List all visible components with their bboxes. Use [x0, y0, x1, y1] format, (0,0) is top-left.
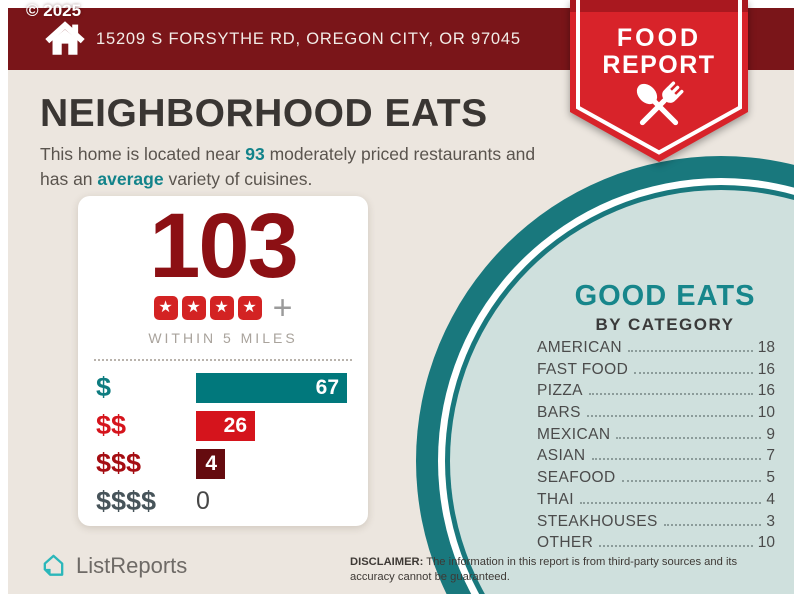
home-icon: [45, 21, 85, 55]
price-row: $$$ 4: [78, 445, 368, 483]
category-count: 16: [757, 382, 775, 400]
brand-name: ListReports: [76, 552, 188, 578]
category-label: BARS: [537, 404, 581, 422]
category-label: MEXICAN: [537, 425, 611, 443]
category-label: ASIAN: [537, 447, 586, 465]
copyright-watermark: © 2025: [26, 1, 82, 20]
good-eats-subtitle: BY CATEGORY: [595, 315, 735, 334]
category-row: SEAFOOD 5: [537, 469, 775, 491]
category-row: STEAKHOUSES 3: [537, 513, 775, 535]
category-count: 4: [766, 490, 775, 508]
listreports-logo-icon: [43, 554, 64, 576]
price-tier-label: $$: [96, 410, 127, 441]
price-bar: 4: [196, 448, 225, 479]
listreports-brand: ListReports: [40, 552, 187, 579]
food-report-badge: FOOD REPORT: [570, 0, 748, 162]
category-row: BARS 10: [537, 404, 775, 426]
dotted-leader: [628, 350, 753, 352]
star-icon: ★: [153, 295, 178, 320]
restaurant-total: 103: [149, 195, 298, 297]
dotted-leader: [579, 501, 762, 504]
page-title: NEIGHBORHOOD EATS: [40, 92, 488, 135]
dotted-leader: [616, 436, 762, 439]
price-tier-label: $: [96, 372, 112, 403]
category-count: 5: [766, 469, 775, 487]
plus-icon: +: [272, 288, 293, 327]
star-icon: ★: [237, 295, 262, 320]
category-label: PIZZA: [537, 382, 583, 400]
price-bar: 67: [196, 372, 347, 403]
category-list: AMERICAN 18 FAST FOOD 16 PIZZA 16 BARS 10 MEXICA…: [537, 339, 775, 556]
utensils-icon: [636, 81, 684, 126]
category-label: AMERICAN: [537, 339, 623, 356]
star-icon: ★: [181, 295, 206, 320]
price-row: $67: [78, 369, 368, 407]
category-row: FAST FOOD 16: [537, 361, 775, 383]
category-row: AMERICAN 18: [537, 339, 775, 361]
dotted-leader: [663, 523, 762, 526]
property-address: 15209 S FORSYTHE RD, OREGON CITY, OR 970…: [96, 29, 521, 48]
good-eats-title: GOOD EATS: [574, 280, 756, 312]
category-label: STEAKHOUSES: [537, 512, 658, 530]
good-eats-heading: GOOD EATS BY CATEGORY: [515, 280, 794, 335]
disclaimer-label: DISCLAIMER:: [350, 556, 424, 568]
price-row: $$ 26: [78, 407, 368, 445]
category-row: THAI 4: [537, 491, 775, 513]
price-bar-zero-value: 0: [196, 487, 210, 516]
category-label: FAST FOOD: [537, 360, 629, 378]
category-count: 18: [757, 339, 775, 356]
dotted-leader: [591, 458, 762, 461]
dotted-leader: [599, 545, 753, 548]
disclaimer: DISCLAIMER: The information in this repo…: [350, 556, 738, 584]
radius-label: WITHIN 5 MILES: [148, 329, 298, 346]
dotted-leader: [588, 393, 753, 396]
restaurant-summary-card: 103 ★ ★ ★ ★ + WITHIN 5 MILES $67 $$ 26 $$$ 4 $$$$…: [78, 196, 368, 526]
dotted-leader: [586, 415, 753, 418]
category-count: 16: [757, 360, 775, 378]
category-row: OTHER 10: [537, 534, 775, 556]
category-count: 10: [757, 404, 775, 422]
category-row: MEXICAN 9: [537, 426, 775, 448]
dotted-leader: [621, 480, 762, 483]
category-count: 9: [766, 425, 775, 443]
price-row: $$$$ 0: [78, 483, 368, 521]
dotted-divider: [94, 358, 352, 361]
price-tier-label: $$$: [96, 448, 142, 479]
star-rating: ★ ★ ★ ★ +: [153, 288, 293, 327]
price-bar: 26: [196, 410, 255, 441]
restaurant-count: 93: [245, 144, 265, 164]
summary-sentence: This home is located near 93 moderately …: [40, 144, 536, 189]
category-row: ASIAN 7: [537, 447, 775, 469]
category-label: OTHER: [537, 534, 594, 552]
dotted-leader: [634, 371, 753, 374]
price-tier-label: $$$$: [96, 486, 157, 517]
badge-line1: FOOD: [617, 24, 701, 52]
category-count: 7: [766, 447, 775, 465]
variety-highlight: average: [97, 168, 164, 189]
category-label: SEAFOOD: [537, 469, 616, 487]
badge-line2: REPORT: [602, 51, 715, 79]
category-row: PIZZA 16: [537, 382, 775, 404]
star-icon: ★: [209, 295, 234, 320]
category-label: THAI: [537, 490, 574, 508]
price-bars: $67 $$ 26 $$$ 4 $$$$ 0: [78, 369, 368, 521]
category-count: 3: [766, 512, 775, 530]
category-count: 10: [757, 534, 775, 552]
